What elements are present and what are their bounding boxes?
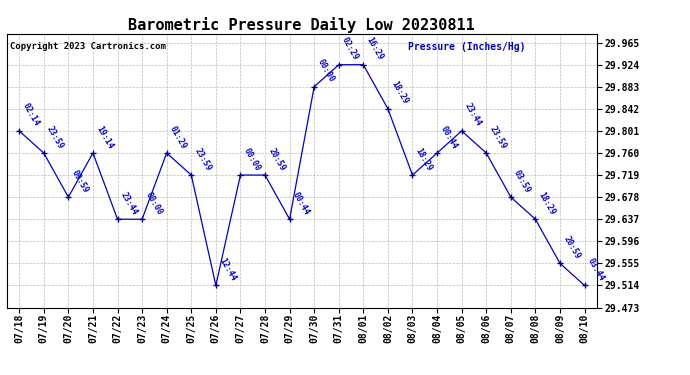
Text: Pressure (Inches/Hg): Pressure (Inches/Hg)	[408, 42, 526, 52]
Text: 03:59: 03:59	[512, 168, 533, 194]
Text: 00:00: 00:00	[241, 146, 262, 172]
Text: 23:44: 23:44	[463, 102, 483, 128]
Text: 20:59: 20:59	[562, 234, 582, 261]
Text: 09:59: 09:59	[70, 168, 90, 194]
Text: 23:59: 23:59	[488, 124, 508, 150]
Text: 03:44: 03:44	[586, 256, 607, 283]
Text: 00:00: 00:00	[144, 190, 164, 216]
Text: 00:44: 00:44	[291, 190, 311, 216]
Text: 00:00: 00:00	[315, 58, 336, 84]
Text: 12:44: 12:44	[217, 256, 237, 283]
Text: 23:59: 23:59	[45, 124, 66, 150]
Text: 18:29: 18:29	[414, 146, 434, 172]
Text: 18:29: 18:29	[389, 80, 410, 106]
Text: 02:14: 02:14	[21, 102, 41, 128]
Text: 23:44: 23:44	[119, 190, 139, 216]
Text: 23:59: 23:59	[193, 146, 213, 172]
Text: 19:14: 19:14	[95, 124, 115, 150]
Text: 18:29: 18:29	[537, 190, 557, 216]
Text: 01:29: 01:29	[168, 124, 188, 150]
Text: Copyright 2023 Cartronics.com: Copyright 2023 Cartronics.com	[10, 42, 166, 51]
Text: 16:29: 16:29	[365, 36, 385, 62]
Text: 02:29: 02:29	[340, 36, 360, 62]
Title: Barometric Pressure Daily Low 20230811: Barometric Pressure Daily Low 20230811	[128, 16, 475, 33]
Text: 00:44: 00:44	[438, 124, 459, 150]
Text: 20:59: 20:59	[266, 146, 286, 172]
